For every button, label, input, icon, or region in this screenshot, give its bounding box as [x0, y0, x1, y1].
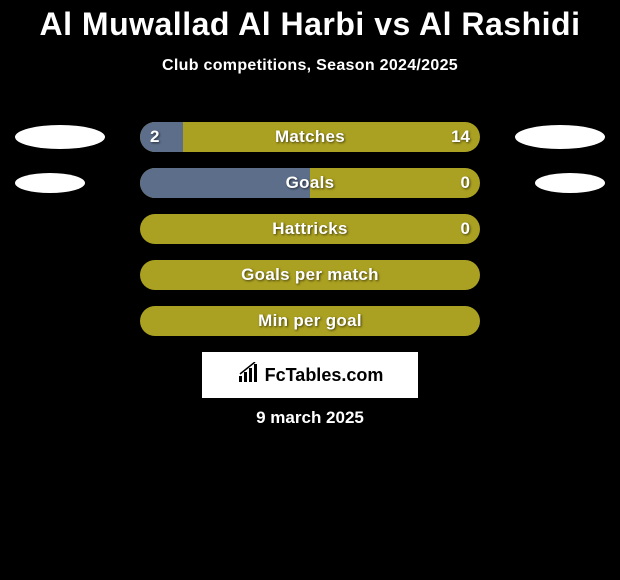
player-placeholder-right — [535, 173, 605, 193]
stat-value-left: 2 — [150, 122, 159, 152]
date-text: 9 march 2025 — [0, 408, 620, 428]
page-subtitle: Club competitions, Season 2024/2025 — [0, 57, 620, 75]
brand-text: FcTables.com — [265, 365, 384, 386]
player-placeholder-left — [15, 125, 105, 149]
stat-rows: Matches214Goals0Hattricks0Goals per matc… — [0, 122, 620, 352]
stat-value-right: 0 — [461, 168, 470, 198]
page-title: Al Muwallad Al Harbi vs Al Rashidi — [0, 0, 620, 43]
stat-row: Matches2 14 — [0, 122, 620, 168]
brand-box: FcTables.com — [202, 352, 418, 398]
brand-inner: FcTables.com — [237, 362, 384, 389]
stat-row: Min per goal — [0, 306, 620, 352]
stat-row: Goals0 — [0, 168, 620, 214]
stat-label: Hattricks — [140, 214, 480, 244]
chart-icon — [237, 362, 261, 389]
player-placeholder-right — [515, 125, 605, 149]
stat-label: Min per goal — [140, 306, 480, 336]
stat-label: Goals per match — [140, 260, 480, 290]
comparison-infographic: Al Muwallad Al Harbi vs Al Rashidi Club … — [0, 0, 620, 580]
stat-row: Goals per match — [0, 260, 620, 306]
stat-label: Matches — [140, 122, 480, 152]
stat-label: Goals — [140, 168, 480, 198]
stat-value-right: 14 — [451, 122, 470, 152]
player-placeholder-left — [15, 173, 85, 193]
stat-value-right: 0 — [461, 214, 470, 244]
stat-row: Hattricks0 — [0, 214, 620, 260]
